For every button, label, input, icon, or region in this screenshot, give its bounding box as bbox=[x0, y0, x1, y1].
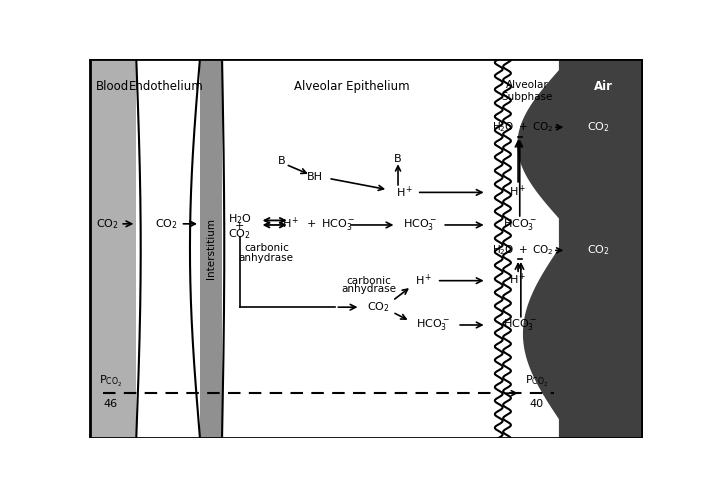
Text: Air: Air bbox=[594, 80, 613, 93]
FancyBboxPatch shape bbox=[498, 59, 560, 438]
Text: $\mathregular{H^+}$: $\mathregular{H^+}$ bbox=[416, 273, 433, 288]
Text: $\mathregular{CO_2}$: $\mathregular{CO_2}$ bbox=[367, 300, 389, 314]
Text: $\mathregular{HCO_3^-}$: $\mathregular{HCO_3^-}$ bbox=[503, 217, 537, 233]
Text: carbonic: carbonic bbox=[244, 244, 288, 253]
Text: $\mathregular{P_{CO_2}}$: $\mathregular{P_{CO_2}}$ bbox=[99, 374, 122, 389]
Polygon shape bbox=[560, 59, 643, 438]
Text: $\mathregular{H_2O\ +\ CO_2}$: $\mathregular{H_2O\ +\ CO_2}$ bbox=[492, 121, 554, 134]
Text: B: B bbox=[394, 154, 402, 164]
Text: $\mathregular{CO_2}$: $\mathregular{CO_2}$ bbox=[228, 227, 251, 241]
Text: B: B bbox=[278, 156, 286, 166]
Text: $\mathregular{CO_2}$: $\mathregular{CO_2}$ bbox=[587, 244, 610, 257]
FancyBboxPatch shape bbox=[200, 59, 222, 438]
Text: 40: 40 bbox=[529, 399, 543, 409]
Polygon shape bbox=[518, 59, 643, 438]
Text: $\mathregular{H^+}$: $\mathregular{H^+}$ bbox=[396, 184, 413, 200]
Text: $\mathregular{CO_2}$: $\mathregular{CO_2}$ bbox=[96, 217, 119, 231]
Text: $\mathregular{HCO_3^-}$: $\mathregular{HCO_3^-}$ bbox=[403, 217, 437, 233]
Text: Endothelium: Endothelium bbox=[129, 80, 204, 93]
Text: Alveolar Epithelium: Alveolar Epithelium bbox=[294, 80, 410, 93]
Text: BH: BH bbox=[307, 172, 323, 182]
FancyBboxPatch shape bbox=[136, 59, 200, 438]
Text: anhydrase: anhydrase bbox=[238, 252, 294, 263]
Text: $\mathregular{HCO_3^-}$: $\mathregular{HCO_3^-}$ bbox=[503, 317, 537, 333]
Text: carbonic: carbonic bbox=[346, 276, 391, 286]
Text: $\mathregular{H^+}$: $\mathregular{H^+}$ bbox=[509, 183, 527, 199]
Text: $\mathregular{H_2O}$: $\mathregular{H_2O}$ bbox=[228, 212, 252, 226]
Text: +: + bbox=[235, 221, 244, 232]
FancyBboxPatch shape bbox=[89, 59, 136, 438]
Text: $\mathregular{H^+\ +\ HCO_3^-}$: $\mathregular{H^+\ +\ HCO_3^-}$ bbox=[282, 216, 356, 234]
Text: 46: 46 bbox=[104, 399, 117, 409]
Text: $\mathregular{HCO_3^-}$: $\mathregular{HCO_3^-}$ bbox=[416, 317, 451, 333]
Text: Blood: Blood bbox=[96, 80, 129, 93]
Text: Alveolar
Subphase: Alveolar Subphase bbox=[502, 80, 553, 102]
Text: $\mathregular{H^+}$: $\mathregular{H^+}$ bbox=[509, 272, 527, 287]
Text: Interstitium: Interstitium bbox=[206, 218, 216, 279]
Text: anhydrase: anhydrase bbox=[341, 284, 396, 294]
Text: $\mathregular{CO_2}$: $\mathregular{CO_2}$ bbox=[156, 217, 178, 231]
Text: $\mathregular{P_{CO_2}}$: $\mathregular{P_{CO_2}}$ bbox=[525, 374, 548, 389]
Text: $\mathregular{CO_2}$: $\mathregular{CO_2}$ bbox=[587, 121, 610, 134]
Text: $\mathregular{H_2O\ +\ CO_2}$: $\mathregular{H_2O\ +\ CO_2}$ bbox=[492, 244, 554, 257]
FancyBboxPatch shape bbox=[222, 59, 498, 438]
